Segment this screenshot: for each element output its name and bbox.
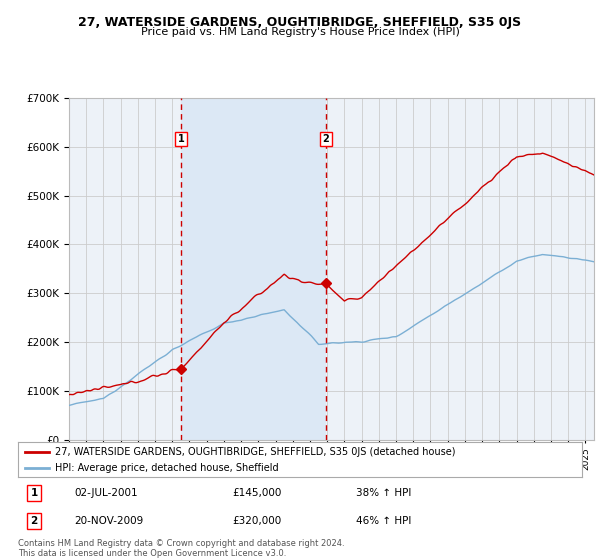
Text: 2: 2 [322, 134, 329, 144]
Text: 27, WATERSIDE GARDENS, OUGHTIBRIDGE, SHEFFIELD, S35 0JS (detached house): 27, WATERSIDE GARDENS, OUGHTIBRIDGE, SHE… [55, 447, 455, 457]
Text: 38% ↑ HPI: 38% ↑ HPI [356, 488, 412, 498]
Text: £320,000: £320,000 [232, 516, 281, 526]
Text: Price paid vs. HM Land Registry's House Price Index (HPI): Price paid vs. HM Land Registry's House … [140, 27, 460, 37]
Text: 1: 1 [31, 488, 38, 498]
Bar [181, 98, 326, 440]
Text: £145,000: £145,000 [232, 488, 281, 498]
Text: HPI: Average price, detached house, Sheffield: HPI: Average price, detached house, Shef… [55, 464, 278, 473]
Text: 27, WATERSIDE GARDENS, OUGHTIBRIDGE, SHEFFIELD, S35 0JS: 27, WATERSIDE GARDENS, OUGHTIBRIDGE, SHE… [79, 16, 521, 29]
Text: 2: 2 [31, 516, 38, 526]
Text: 1: 1 [178, 134, 184, 144]
Text: 20-NOV-2009: 20-NOV-2009 [74, 516, 143, 526]
Text: 02-JUL-2001: 02-JUL-2001 [74, 488, 138, 498]
Text: Contains HM Land Registry data © Crown copyright and database right 2024.
This d: Contains HM Land Registry data © Crown c… [18, 539, 344, 558]
Text: 46% ↑ HPI: 46% ↑ HPI [356, 516, 412, 526]
